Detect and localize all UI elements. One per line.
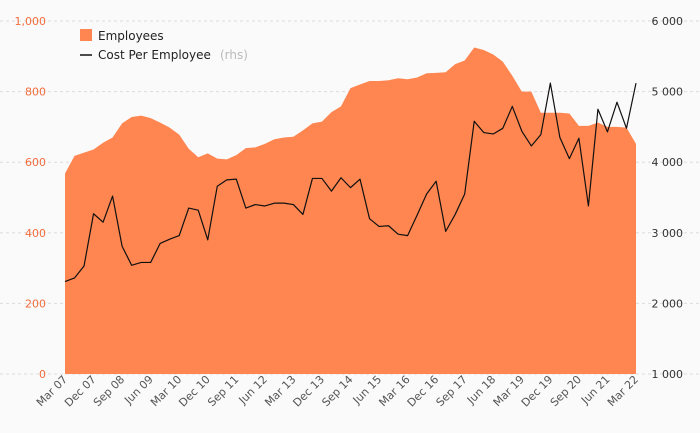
left-tick-label: 400	[25, 227, 46, 240]
legend-employees-label: Employees	[98, 29, 164, 43]
legend-employees-swatch	[80, 29, 92, 41]
right-axis-ticks: 1 000 2 000 3 000 4 000 5 000 6 000	[652, 15, 684, 381]
right-tick-label: 4 000	[652, 156, 684, 169]
right-tick-label: 6 000	[652, 15, 684, 28]
legend-cost-text: Cost Per Employee	[98, 48, 211, 62]
employees-area	[65, 47, 636, 374]
cost-per-employee-line	[64, 82, 637, 283]
legend: Employees Cost Per Employee (rhs)	[80, 29, 248, 63]
right-tick-label: 2 000	[652, 297, 684, 310]
legend-cost-note: (rhs)	[220, 48, 248, 62]
left-axis-ticks: 0 200 400 600 800 1,000	[15, 15, 47, 381]
right-tick-label: 3 000	[652, 227, 684, 240]
left-tick-label: 600	[25, 156, 46, 169]
left-tick-label: 200	[25, 297, 46, 310]
left-tick-label: 1,000	[15, 15, 47, 28]
left-tick-label: 800	[25, 86, 46, 99]
legend-cost-label: Cost Per Employee (rhs)	[98, 44, 248, 63]
right-tick-label: 5 000	[652, 86, 684, 99]
left-tick-label: 0	[39, 368, 46, 381]
right-tick-label: 1 000	[652, 368, 684, 381]
